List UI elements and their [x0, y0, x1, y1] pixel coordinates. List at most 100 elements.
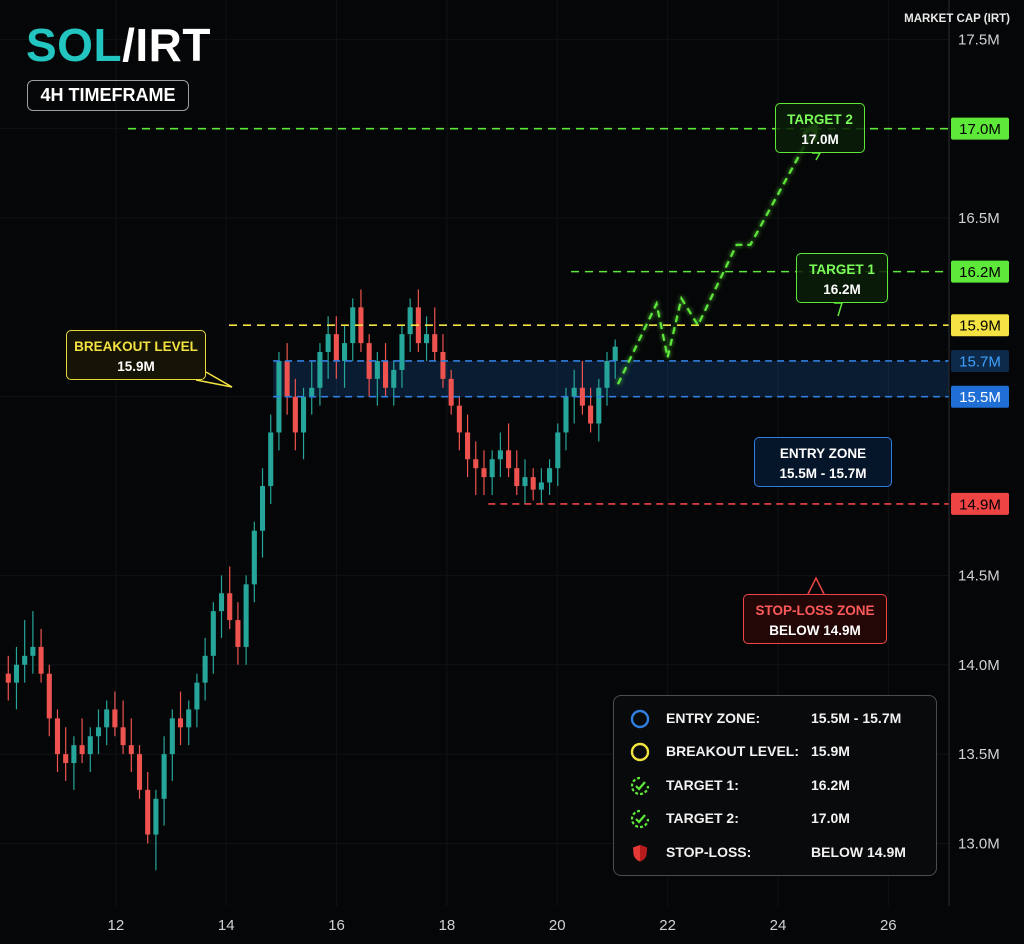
x-tick-label: 18	[439, 917, 456, 934]
x-tick-label: 12	[108, 917, 125, 934]
candle-body	[538, 482, 544, 490]
candle-body	[473, 459, 479, 469]
breakout-value: 15.9M	[117, 359, 155, 374]
candle-body	[145, 789, 151, 835]
candle-body	[128, 745, 134, 755]
entry-callout: ENTRY ZONE 15.5M - 15.7M	[754, 437, 892, 487]
price-tag	[951, 117, 1009, 140]
x-tick-label: 20	[549, 917, 566, 934]
shield-icon	[633, 845, 647, 862]
candle-body	[448, 378, 454, 406]
candle-body	[22, 655, 28, 665]
candle-body	[169, 718, 175, 755]
candle-body	[136, 754, 143, 790]
entry-value: 15.5M - 15.7M	[779, 466, 867, 481]
candle-body	[292, 396, 298, 433]
candle-body	[177, 718, 184, 728]
x-tick-label: 26	[880, 917, 897, 934]
candle-body	[259, 486, 266, 531]
legend-label: TARGET 2:	[666, 810, 739, 826]
y-tick-label: 14.0M	[958, 657, 1000, 674]
candle-body	[30, 646, 36, 656]
target2-pointer	[812, 152, 822, 161]
legend-item-stop: STOP-LOSS: BELOW 14.9M	[614, 841, 936, 865]
stop-title: STOP-LOSS ZONE	[755, 603, 875, 618]
target2-title: TARGET 2	[787, 112, 853, 127]
candle-body	[604, 360, 610, 388]
stop-callout: STOP-LOSS ZONE BELOW 14.9M	[743, 594, 887, 644]
candle-body	[284, 360, 290, 397]
candle-body	[104, 709, 110, 728]
legend-value: 16.2M	[811, 777, 850, 793]
legend-label: STOP-LOSS:	[666, 844, 752, 860]
candle-body	[227, 593, 233, 621]
price-tag	[951, 349, 1009, 372]
candle-body	[489, 459, 495, 478]
price-tag	[951, 492, 1009, 515]
candle-body	[325, 334, 331, 353]
candle-body	[596, 387, 602, 424]
candle-body	[13, 664, 20, 683]
y-axis-title: MARKET CAP (IRT)	[904, 13, 1010, 25]
candle-body	[399, 334, 405, 370]
candle-body	[243, 584, 249, 647]
candle-body	[120, 727, 126, 746]
pair-separator: /	[122, 19, 136, 71]
candle-body	[374, 360, 380, 379]
legend-label: TARGET 1:	[666, 777, 739, 793]
x-tick-label: 14	[218, 917, 235, 934]
target1-pointer	[834, 302, 844, 317]
legend-value: 17.0M	[811, 810, 850, 826]
breakout-title: BREAKOUT LEVEL	[74, 339, 198, 354]
legend: ENTRY ZONE: 15.5M - 15.7M BREAKOUT LEVEL…	[613, 695, 937, 876]
pair-quote: IRT	[135, 19, 211, 71]
candle-body	[383, 360, 389, 388]
target2-value: 17.0M	[801, 132, 839, 147]
candle-body	[530, 477, 536, 490]
candle-body	[71, 745, 77, 764]
target1-value: 16.2M	[823, 282, 861, 297]
pair-base: SOL	[26, 19, 123, 71]
candle-body	[300, 396, 307, 433]
candle-body	[506, 450, 512, 469]
candle-body	[612, 346, 618, 361]
projection-path	[616, 129, 814, 385]
candle-body	[579, 387, 585, 406]
candle-body	[350, 307, 356, 344]
price-tag-label: 15.9M	[959, 318, 1001, 335]
price-tag-label: 14.9M	[959, 496, 1001, 513]
timeframe-badge: 4H TIMEFRAME	[27, 80, 189, 111]
candle-body	[5, 673, 11, 683]
candle-body	[497, 450, 503, 460]
candle-body	[514, 468, 520, 487]
ring-icon-yellow	[630, 742, 650, 762]
candle-body	[432, 334, 438, 353]
candle-body	[333, 334, 339, 361]
ring-icon-blue	[630, 709, 650, 729]
candle-body	[268, 432, 274, 487]
candle-body	[186, 709, 192, 728]
candle-body	[588, 405, 594, 424]
candle-body	[218, 593, 225, 612]
legend-item-breakout: BREAKOUT LEVEL: 15.9M	[614, 740, 936, 764]
target1-title: TARGET 1	[809, 262, 875, 277]
y-tick-label: 13.0M	[958, 835, 1000, 852]
entry-title: ENTRY ZONE	[779, 446, 867, 461]
y-tick-label: 14.5M	[958, 567, 1000, 584]
candle-body	[63, 754, 69, 764]
candle-body	[309, 387, 315, 397]
x-tick-label: 16	[328, 917, 345, 934]
target-check-icon	[630, 809, 650, 829]
candle-body	[440, 352, 446, 379]
candle-body	[481, 468, 487, 478]
y-tick-label: 16.5M	[958, 210, 1000, 227]
candle-body	[571, 387, 577, 397]
price-tag-label: 15.7M	[959, 353, 1001, 370]
level-tags: 17.0M 16.2M 15.9M 15.7M 15.5M 14.9M	[951, 117, 1009, 515]
candle-body	[407, 307, 413, 335]
candle-body	[161, 754, 167, 799]
candle-body	[522, 477, 528, 487]
candle-body	[38, 646, 44, 674]
legend-item-entry: ENTRY ZONE: 15.5M - 15.7M	[614, 707, 936, 731]
